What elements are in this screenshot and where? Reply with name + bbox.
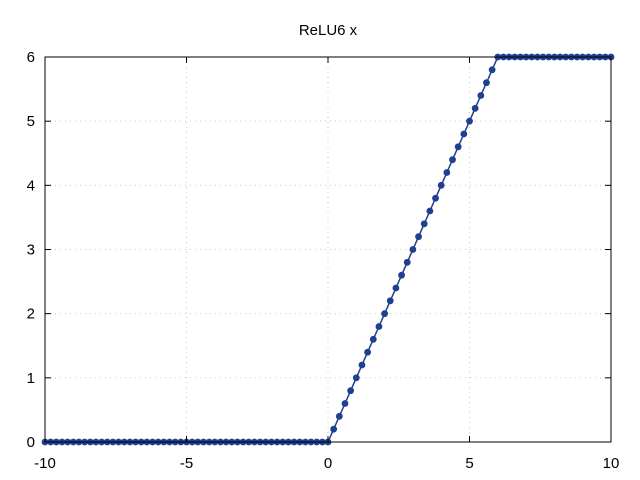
- data-point: [403, 258, 411, 266]
- y-tick-label: 2: [27, 306, 35, 323]
- y-tick-label: 6: [27, 49, 35, 66]
- data-point: [449, 156, 456, 164]
- chart-title: ReLU6 x: [299, 22, 358, 39]
- data-point: [443, 169, 451, 176]
- data-point: [352, 374, 360, 382]
- data-point: [454, 143, 462, 151]
- data-point: [483, 79, 490, 87]
- y-tick-label: 0: [27, 434, 35, 451]
- data-point: [375, 323, 383, 330]
- data-point: [381, 310, 388, 318]
- grid-layer: [45, 57, 611, 442]
- data-point: [330, 425, 338, 433]
- data-point: [471, 104, 479, 112]
- data-point: [437, 181, 445, 189]
- x-tick-label: -10: [34, 455, 56, 472]
- data-point: [347, 387, 355, 395]
- data-point: [488, 66, 496, 74]
- data-point: [477, 92, 485, 99]
- data-point: [369, 335, 377, 343]
- ticks-layer: -10 -5 0 5 10 0 1 2 3 4 5 6: [27, 49, 620, 472]
- y-tick-label: 1: [27, 370, 35, 387]
- data-point: [335, 412, 343, 420]
- data-point: [392, 284, 400, 292]
- data-point: [364, 348, 372, 356]
- data-point: [358, 361, 366, 369]
- x-tick-label: 5: [465, 455, 473, 472]
- data-point: [341, 400, 349, 407]
- data-point: [415, 233, 422, 241]
- y-tick-label: 3: [27, 242, 35, 259]
- x-tick-label: 0: [324, 455, 332, 472]
- x-tick-label: -5: [180, 455, 193, 472]
- data-point: [398, 271, 405, 279]
- data-point: [432, 194, 439, 202]
- y-tick-label: 5: [27, 113, 35, 130]
- data-point: [420, 220, 428, 228]
- data-point: [466, 117, 473, 125]
- data-point: [426, 207, 434, 215]
- data-point: [409, 246, 417, 253]
- x-tick-label: 10: [603, 455, 620, 472]
- y-tick-label: 4: [27, 177, 35, 194]
- data-point: [386, 297, 394, 305]
- data-point: [460, 130, 468, 138]
